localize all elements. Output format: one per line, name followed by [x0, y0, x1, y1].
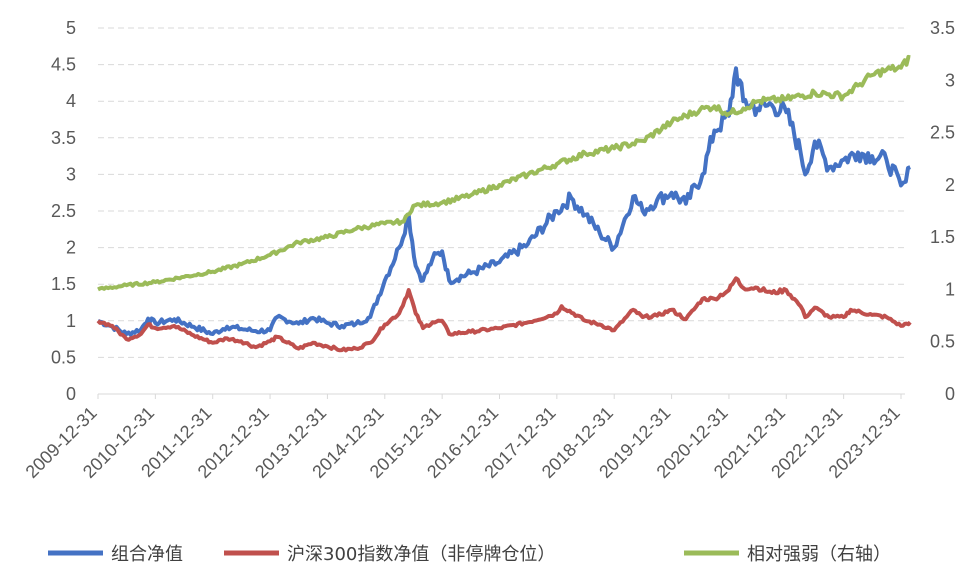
- right-tick-label: 3: [945, 70, 955, 90]
- left-tick-label: 2: [66, 238, 76, 258]
- legend-label-3: 相对强弱（右轴）: [747, 544, 891, 565]
- legend-label-2: 沪深300指数净值（非停牌仓位）: [287, 544, 555, 565]
- right-tick-label: 3.5: [930, 18, 955, 38]
- right-axis-ticks: 0 0.5 1 1.5 2 2.5 3 3.5: [930, 18, 955, 404]
- right-tick-label: 0: [945, 384, 955, 404]
- left-tick-label: 5: [66, 18, 76, 38]
- left-tick-label: 3: [66, 164, 76, 184]
- legend: 组合净值 沪深300指数净值（非停牌仓位） 相对强弱（右轴）: [48, 544, 891, 565]
- left-tick-label: 2.5: [51, 201, 76, 221]
- series-lines: [96, 54, 912, 353]
- series-line-2: [96, 276, 912, 353]
- left-tick-label: 1.5: [51, 274, 76, 294]
- legend-label-1: 组合净值: [111, 544, 183, 565]
- left-tick-label: 1: [66, 311, 76, 331]
- right-tick-label: 1.5: [930, 227, 955, 247]
- right-tick-label: 0.5: [930, 332, 955, 352]
- right-tick-label: 2.5: [930, 123, 955, 143]
- left-tick-label: 0: [66, 384, 76, 404]
- series-line-1: [97, 66, 911, 337]
- left-axis-ticks: 0 0.5 1 1.5 2 2.5 3 3.5 4 4.5 5: [51, 18, 76, 404]
- left-tick-label: 0.5: [51, 347, 76, 367]
- x-axis-ticks: 2009-12-312010-12-312011-12-312012-12-31…: [22, 394, 904, 482]
- gridlines: [98, 27, 905, 358]
- left-tick-label: 3.5: [51, 128, 76, 148]
- right-tick-label: 1: [945, 279, 955, 299]
- left-tick-label: 4.5: [51, 55, 76, 75]
- right-tick-label: 2: [945, 175, 955, 195]
- left-tick-label: 4: [66, 91, 76, 111]
- series-line-3: [97, 54, 911, 292]
